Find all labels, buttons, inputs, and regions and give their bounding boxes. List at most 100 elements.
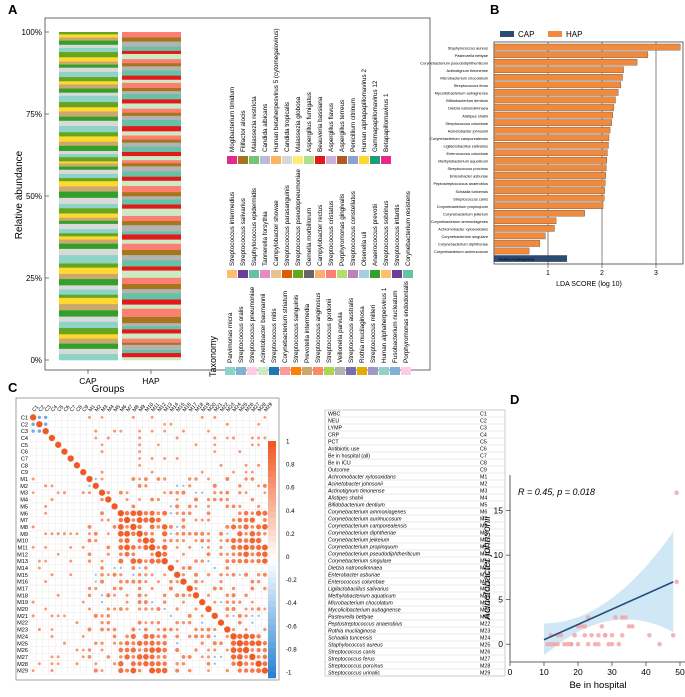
heatmap-cell — [237, 544, 243, 550]
panel-b-category-label: Rothia mucilaginosa — [499, 257, 535, 262]
heatmap-cell — [175, 627, 179, 632]
heatmap-cell — [113, 429, 117, 433]
key-table-code: M10 — [480, 538, 490, 544]
heatmap-cell — [162, 647, 168, 653]
cap-bar-segment — [59, 80, 118, 85]
heatmap-cell — [237, 524, 242, 529]
heatmap-cell — [231, 504, 236, 509]
heatmap-cell — [112, 524, 117, 529]
hap-bar-segment — [122, 234, 181, 240]
hap-bar-segment — [122, 333, 181, 339]
heatmap-cell — [155, 661, 161, 667]
hap-bar-segment — [122, 62, 181, 67]
colorbar-step — [268, 636, 276, 643]
heatmap-row-label: M13 — [17, 559, 28, 565]
heatmap-cell — [124, 510, 130, 516]
legend-label: Corynebacterium resistens — [405, 191, 412, 266]
heatmap-cell — [175, 511, 179, 515]
cap-bar-segment — [59, 254, 118, 264]
heatmap-cell — [138, 450, 142, 454]
heatmap-cell — [194, 518, 198, 522]
heatmap-cell — [169, 490, 173, 495]
key-table-name: Be in hospital (all) — [328, 454, 370, 460]
heatmap-cell — [62, 641, 66, 645]
heatmap-cell — [237, 531, 243, 537]
legend-label: Human alphaherpesvirus 1 — [381, 287, 388, 363]
heatmap-cell — [175, 545, 179, 549]
heatmap-cell — [206, 661, 211, 666]
colorbar-step — [268, 541, 276, 548]
heatmap-cell — [130, 558, 137, 564]
cap-bar-segment — [59, 111, 118, 117]
heatmap-cell — [100, 614, 104, 618]
legend-swatch — [271, 156, 281, 164]
heatmap-cell — [237, 558, 243, 564]
scatter-point — [572, 632, 577, 638]
key-table-name: Acinetobacter johnsonii — [327, 482, 384, 488]
heatmap-cell — [156, 477, 161, 481]
heatmap-cell — [224, 626, 231, 633]
cap-bar-segment — [59, 163, 118, 167]
heatmap-cell — [244, 655, 248, 659]
heatmap-cell — [123, 516, 131, 524]
heatmap-cell — [149, 524, 155, 530]
heatmap-cell — [156, 443, 160, 447]
heatmap-cell — [200, 614, 204, 618]
cap-bar-segment — [59, 243, 118, 249]
heatmap-cell — [161, 667, 168, 674]
heatmap-cell — [206, 477, 211, 481]
heatmap-cell — [81, 600, 85, 604]
heatmap-row-label: C6 — [21, 450, 28, 456]
legend-swatch — [392, 270, 402, 278]
heatmap-row-label: M17 — [17, 587, 28, 593]
key-table-name: Methylobacterium aquaticum — [328, 594, 396, 600]
heatmap-cell — [37, 662, 41, 666]
heatmap-cell — [263, 607, 267, 611]
key-table-code: C2 — [480, 419, 487, 425]
heatmap-cell — [213, 648, 217, 652]
heatmap-cell — [256, 558, 261, 564]
colorbar-step — [268, 482, 276, 489]
heatmap-cell — [225, 593, 230, 598]
scatter-point — [657, 641, 662, 647]
heatmap-cell — [249, 517, 256, 523]
heatmap-row-label: M28 — [17, 662, 28, 668]
key-table-code: C3 — [480, 426, 487, 432]
heatmap-cell — [219, 573, 223, 577]
heatmap-cell — [131, 504, 136, 509]
key-table-code: M16 — [480, 580, 490, 586]
heatmap-cell — [219, 586, 223, 591]
heatmap-cell — [262, 551, 268, 558]
heatmap-cell — [211, 612, 218, 619]
heatmap-cell — [169, 505, 173, 508]
hap-bar-segment — [122, 176, 181, 181]
heatmap-cell — [118, 544, 124, 550]
panel-b-category-label: Enterococcus columbae — [446, 151, 488, 156]
cap-bar-segment — [59, 353, 118, 361]
colorbar-step — [268, 494, 276, 501]
heatmap-cell — [131, 415, 135, 419]
heatmap-cell — [255, 640, 262, 647]
heatmap-cell — [225, 573, 229, 577]
heatmap-cell — [257, 422, 261, 426]
heatmap-cell — [94, 586, 98, 591]
panel-b-xtick-label: 1 — [546, 270, 550, 277]
heatmap-cell — [138, 498, 142, 502]
heatmap-cell — [244, 531, 248, 536]
cap-bar-segment — [59, 223, 118, 230]
heatmap-cell — [100, 497, 104, 502]
legend-swatch — [258, 367, 268, 375]
key-table-code: M11 — [480, 545, 490, 551]
heatmap-cell — [236, 654, 243, 660]
cap-bar-segment — [59, 51, 118, 58]
heatmap-cell — [125, 491, 129, 495]
colorbar-tick-label: 0 — [286, 554, 290, 561]
heatmap-cell — [250, 470, 254, 474]
heatmap-cell — [162, 634, 167, 639]
heatmap-cell — [219, 539, 223, 543]
colorbar-tick-label: 0.4 — [286, 508, 295, 515]
hap-bar-segment — [122, 180, 181, 186]
hap-bar-segment — [122, 316, 181, 324]
heatmap-cell — [225, 648, 229, 652]
cap-bar-segment — [59, 348, 118, 355]
